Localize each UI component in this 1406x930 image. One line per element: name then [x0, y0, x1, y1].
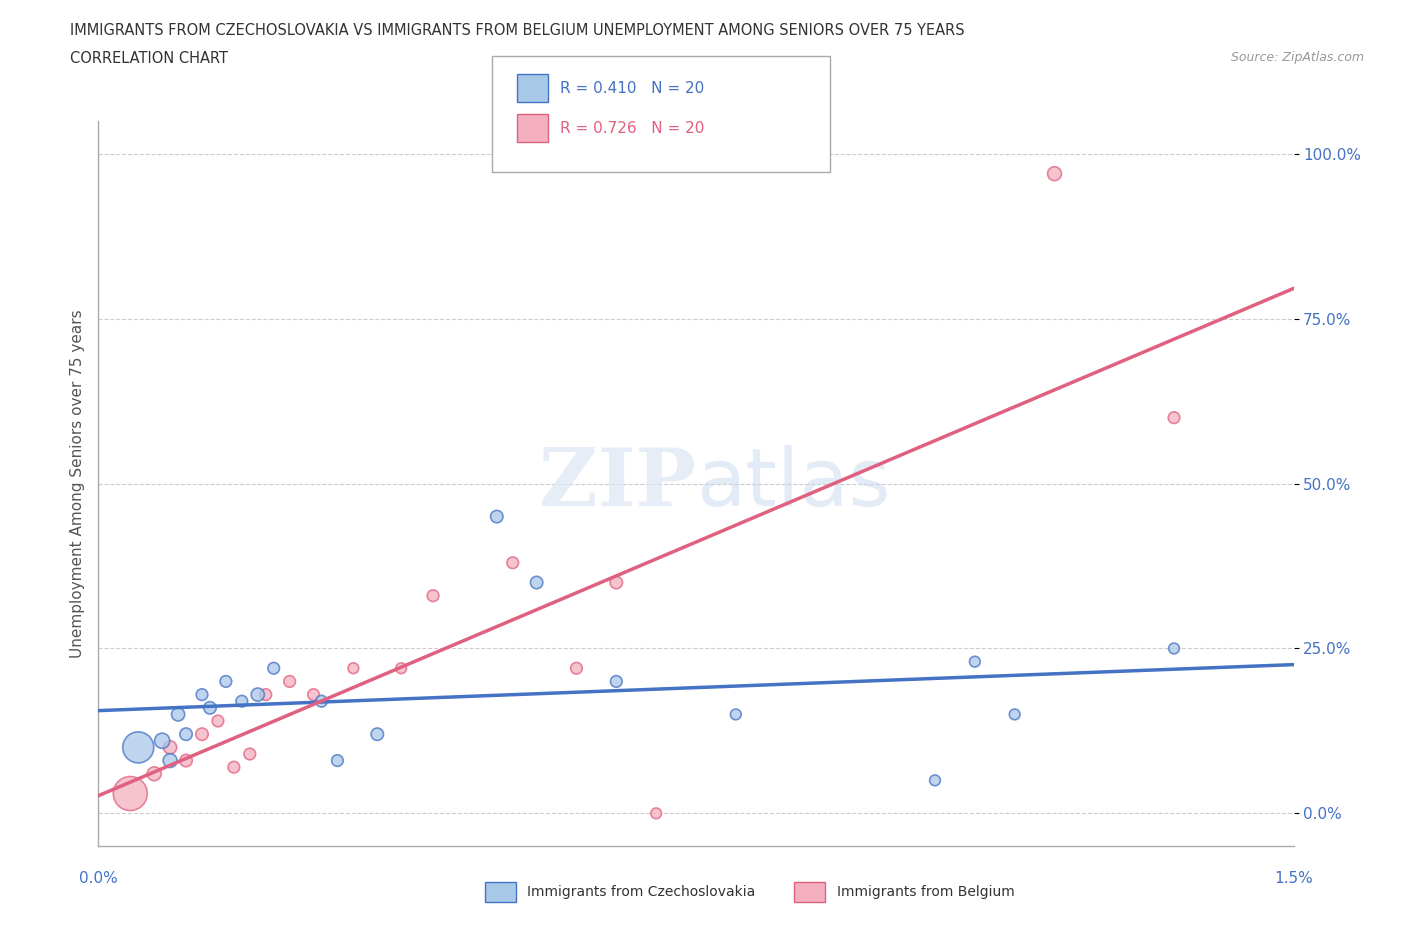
Point [389, 661, 412, 676]
Text: Immigrants from Czechoslovakia: Immigrants from Czechoslovakia [527, 884, 755, 899]
Point [246, 687, 269, 702]
Text: 0.0%: 0.0% [79, 871, 118, 886]
Point [120, 786, 142, 801]
Text: R = 0.726   N = 20: R = 0.726 N = 20 [560, 121, 704, 136]
Point [231, 694, 253, 709]
Point [1043, 166, 1066, 181]
Point [278, 674, 301, 689]
Point [174, 726, 197, 741]
Point [127, 740, 149, 755]
Point [174, 753, 197, 768]
Y-axis label: Unemployment Among Seniors over 75 years: Unemployment Among Seniors over 75 years [69, 310, 84, 658]
Point [1163, 410, 1185, 425]
Point [143, 766, 166, 781]
Point [198, 700, 221, 715]
Text: R = 0.410   N = 20: R = 0.410 N = 20 [560, 81, 704, 96]
Point [207, 713, 229, 728]
Point [239, 747, 262, 762]
Text: 1.5%: 1.5% [1274, 871, 1313, 886]
Point [485, 509, 508, 524]
Point [924, 773, 946, 788]
Point [422, 589, 444, 604]
Point [311, 694, 333, 709]
Point [366, 726, 388, 741]
Point [263, 661, 285, 676]
Point [191, 726, 214, 741]
Point [159, 753, 181, 768]
Point [222, 760, 245, 775]
Point [605, 575, 627, 590]
Point [150, 734, 173, 749]
Point [302, 687, 325, 702]
Text: Immigrants from Belgium: Immigrants from Belgium [837, 884, 1014, 899]
Text: IMMIGRANTS FROM CZECHOSLOVAKIA VS IMMIGRANTS FROM BELGIUM UNEMPLOYMENT AMONG SEN: IMMIGRANTS FROM CZECHOSLOVAKIA VS IMMIGR… [70, 23, 965, 38]
Point [191, 687, 214, 702]
Point [526, 575, 548, 590]
Text: ZIP: ZIP [538, 445, 696, 523]
Point [215, 674, 238, 689]
Point [326, 753, 349, 768]
Point [342, 661, 364, 676]
Text: Source: ZipAtlas.com: Source: ZipAtlas.com [1230, 51, 1364, 64]
Point [963, 654, 986, 669]
Point [1004, 707, 1026, 722]
Text: CORRELATION CHART: CORRELATION CHART [70, 51, 228, 66]
Point [502, 555, 524, 570]
Point [159, 740, 181, 755]
Point [167, 707, 190, 722]
Point [724, 707, 747, 722]
Point [254, 687, 277, 702]
Text: atlas: atlas [696, 445, 890, 523]
Point [605, 674, 627, 689]
Point [1163, 641, 1185, 656]
Point [565, 661, 588, 676]
Point [645, 806, 668, 821]
